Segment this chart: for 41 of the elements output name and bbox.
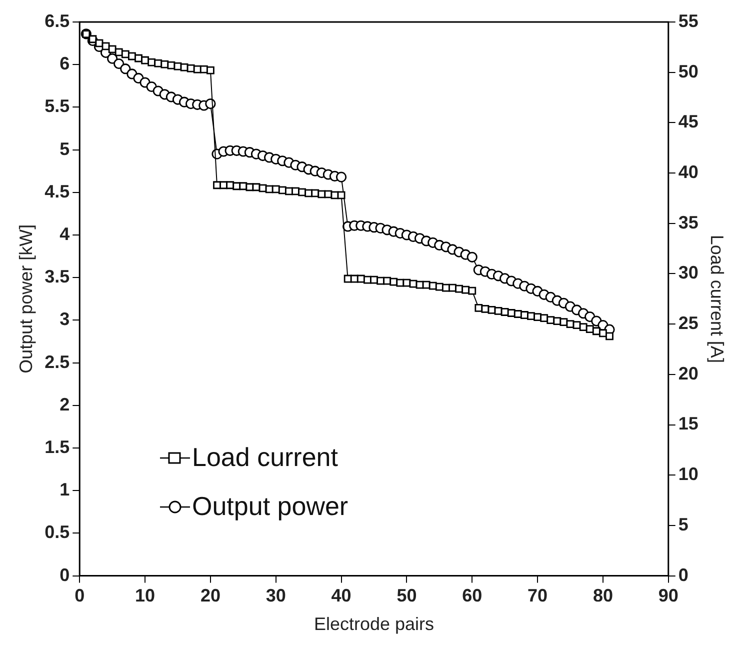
x-tick-label: 70 (528, 586, 548, 606)
y-tick-label: 1 (60, 480, 70, 500)
y-tick-label: 5 (60, 138, 70, 159)
y-axis-title: Output power [kW] (16, 224, 36, 374)
x-axis-title: Electrode pairs (314, 614, 434, 634)
y2-tick-label: 5 (678, 514, 688, 534)
legend-label: Load current (192, 442, 338, 473)
y2-tick-label: 55 (678, 10, 698, 31)
y-tick-label: 0.5 (44, 522, 70, 542)
legend-label: Output power (192, 491, 348, 522)
x-tick-label: 30 (266, 586, 286, 606)
x-tick-label: 10 (135, 586, 156, 606)
y-tick-label: 6.5 (44, 10, 70, 31)
x-tick-label: 40 (331, 586, 352, 606)
x-tick-label: 80 (592, 586, 613, 606)
y2-tick-label: 25 (678, 313, 698, 334)
y2-tick-label: 50 (678, 61, 698, 82)
y2-tick-label: 0 (678, 564, 688, 585)
y-tick-label: 0 (60, 564, 70, 585)
y-tick-label: 6 (60, 54, 70, 74)
y-tick-label: 4 (60, 224, 70, 244)
y2-tick-label: 10 (678, 464, 698, 484)
y2-tick-label: 35 (678, 212, 698, 232)
y2-axis-title: Load current [A] (707, 234, 728, 363)
y-tick-label: 1.5 (44, 436, 70, 457)
y-tick-label: 3 (60, 309, 70, 330)
x-tick-label: 0 (74, 586, 85, 606)
y2-tick-label: 15 (678, 414, 698, 434)
x-tick-label: 60 (462, 586, 482, 606)
y2-tick-label: 20 (678, 363, 698, 384)
y-tick-label: 4.5 (44, 181, 70, 202)
y2-tick-label: 30 (678, 262, 698, 283)
x-tick-label: 20 (200, 586, 220, 606)
y-tick-label: 5.5 (44, 96, 70, 116)
y-tick-label: 3.5 (44, 266, 70, 287)
x-tick-label: 50 (396, 586, 417, 606)
y2-tick-label: 40 (678, 162, 698, 182)
x-tick-label: 90 (658, 586, 678, 606)
y-tick-label: 2.5 (44, 352, 70, 372)
y-tick-label: 2 (60, 394, 70, 414)
y2-tick-label: 45 (678, 112, 698, 132)
